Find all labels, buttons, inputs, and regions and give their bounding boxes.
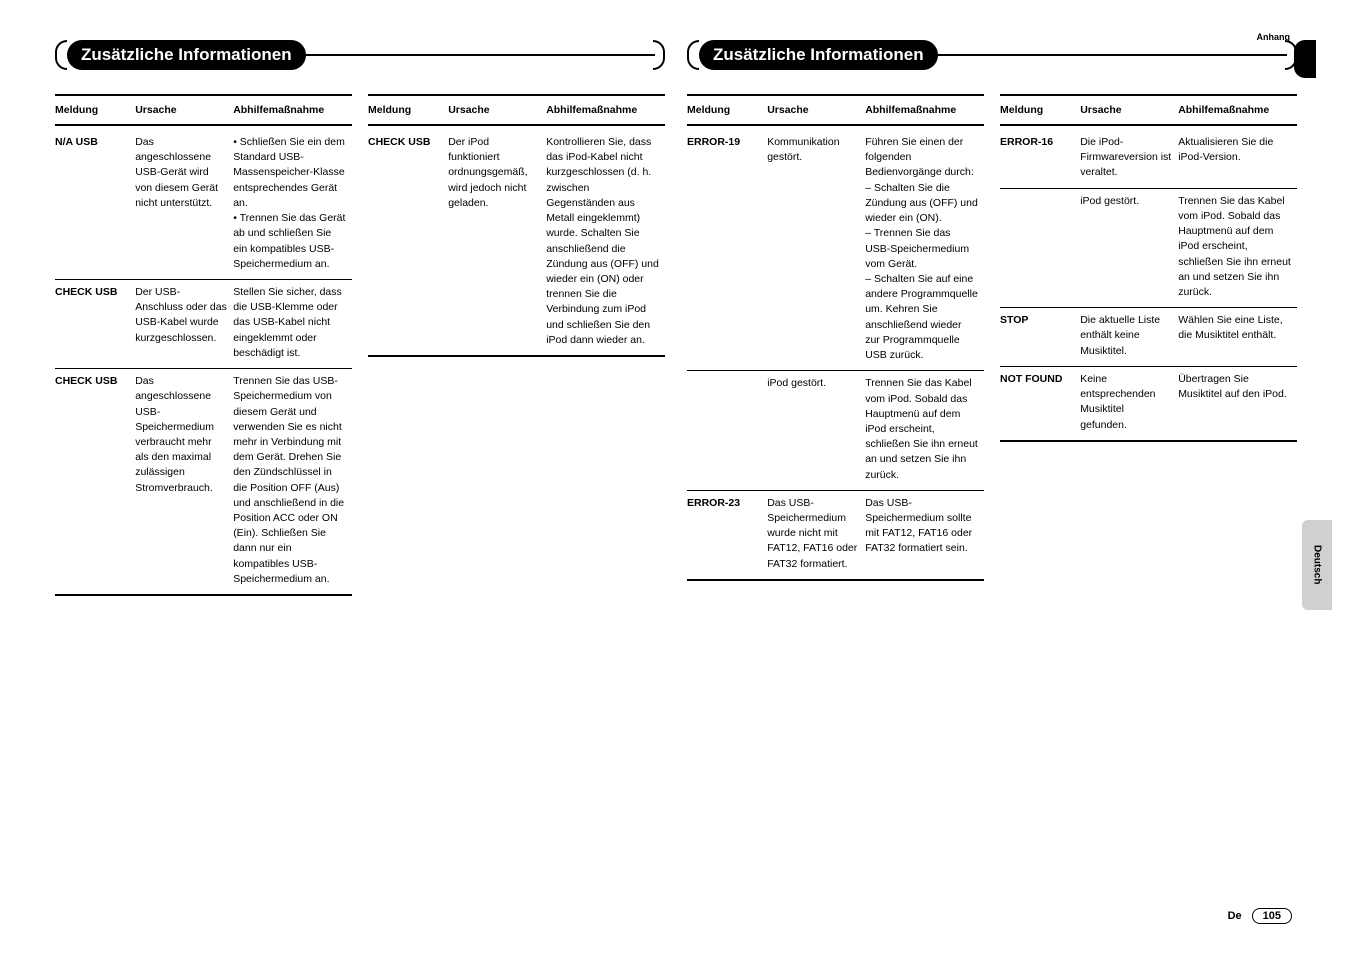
table-header-row: Meldung Ursache Abhilfemaßnahme bbox=[368, 94, 665, 126]
th-cause: Ursache bbox=[448, 104, 546, 116]
cell-message: N/A USB bbox=[55, 135, 135, 272]
table-col-c: Meldung Ursache Abhilfemaßnahme ERROR-19… bbox=[687, 94, 984, 581]
table-row: N/A USBDas angeschlossene USB-Gerät wird… bbox=[55, 130, 352, 280]
cell-cause: Der USB-Anschluss oder das USB-Kabel wur… bbox=[135, 285, 233, 361]
table-row: CHECK USBDer USB-Anschluss oder das USB-… bbox=[55, 280, 352, 369]
table-row: NOT FOUNDKeine entsprechenden Musiktitel… bbox=[1000, 367, 1297, 442]
page-number: 105 bbox=[1252, 908, 1292, 924]
cell-message: NOT FOUND bbox=[1000, 372, 1080, 433]
cell-remedy: Führen Sie einen der folgenden Bedienvor… bbox=[865, 135, 984, 363]
table-header-row: Meldung Ursache Abhilfemaßnahme bbox=[687, 94, 984, 126]
cell-message: ERROR-23 bbox=[687, 496, 767, 572]
cell-message: CHECK USB bbox=[55, 374, 135, 587]
cell-remedy: Trennen Sie das USB-Speichermedium von d… bbox=[233, 374, 352, 587]
two-page-spread: Zusätzliche Informationen Meldung Ursach… bbox=[55, 40, 1297, 596]
table-col-d: Meldung Ursache Abhilfemaßnahme ERROR-16… bbox=[1000, 94, 1297, 581]
section-header-left: Zusätzliche Informationen bbox=[55, 40, 665, 70]
cell-cause: iPod gestört. bbox=[1080, 194, 1178, 301]
cell-message: ERROR-16 bbox=[1000, 135, 1080, 181]
cell-remedy: • Schließen Sie ein dem Standard USB-Mas… bbox=[233, 135, 352, 272]
table-col-a: Meldung Ursache Abhilfemaßnahme N/A USBD… bbox=[55, 94, 352, 596]
th-cause: Ursache bbox=[767, 104, 865, 116]
cell-message: ERROR-19 bbox=[687, 135, 767, 363]
right-page: Zusätzliche Informationen Meldung Ursach… bbox=[687, 40, 1297, 596]
th-remedy: Abhilfemaßnahme bbox=[865, 104, 984, 116]
cell-remedy: Trennen Sie das Kabel vom iPod. Sobald d… bbox=[1178, 194, 1297, 301]
th-remedy: Abhilfemaßnahme bbox=[546, 104, 665, 116]
table-row: ERROR-19Kommunikation gestört.Führen Sie… bbox=[687, 130, 984, 371]
cell-remedy: Stellen Sie sicher, dass die USB-Klemme … bbox=[233, 285, 352, 361]
cell-message: STOP bbox=[1000, 313, 1080, 359]
th-cause: Ursache bbox=[1080, 104, 1178, 116]
cell-cause: Die iPod-Firmwareversion ist veraltet. bbox=[1080, 135, 1178, 181]
cell-remedy: Aktualisieren Sie die iPod-Version. bbox=[1178, 135, 1297, 181]
cell-cause: iPod gestört. bbox=[767, 376, 865, 483]
pill-cap bbox=[55, 40, 67, 70]
th-message: Meldung bbox=[687, 104, 767, 116]
cell-cause: Das angeschlossene USB-Gerät wird von di… bbox=[135, 135, 233, 272]
table-row: ERROR-16Die iPod-Firmwareversion ist ver… bbox=[1000, 130, 1297, 189]
header-line bbox=[304, 54, 655, 56]
th-message: Meldung bbox=[1000, 104, 1080, 116]
cell-cause: Das USB-Speichermedium wurde nicht mit F… bbox=[767, 496, 865, 572]
cell-message: CHECK USB bbox=[368, 135, 448, 348]
header-title-left: Zusätzliche Informationen bbox=[67, 40, 306, 70]
page-footer: De 105 bbox=[1228, 908, 1292, 924]
cell-remedy: Das USB-Speichermedium sollte mit FAT12,… bbox=[865, 496, 984, 572]
header-title-right: Zusätzliche Informationen bbox=[699, 40, 938, 70]
corner-tab bbox=[1294, 40, 1316, 78]
cell-remedy: Übertragen Sie Musiktitel auf den iPod. bbox=[1178, 372, 1297, 433]
cell-remedy: Trennen Sie das Kabel vom iPod. Sobald d… bbox=[865, 376, 984, 483]
th-message: Meldung bbox=[368, 104, 448, 116]
table-row: CHECK USBDas angeschlossene USB-Speicher… bbox=[55, 369, 352, 596]
table-row: ERROR-23Das USB-Speichermedium wurde nic… bbox=[687, 491, 984, 581]
appendix-label: Anhang bbox=[1257, 32, 1291, 42]
language-tab: Deutsch bbox=[1302, 520, 1332, 610]
header-line bbox=[936, 54, 1287, 56]
th-message: Meldung bbox=[55, 104, 135, 116]
cell-cause: Der iPod funktioniert ordnungsgemäß, wir… bbox=[448, 135, 546, 348]
cell-message bbox=[687, 376, 767, 483]
th-cause: Ursache bbox=[135, 104, 233, 116]
cell-message bbox=[1000, 194, 1080, 301]
table-row: CHECK USBDer iPod funktioniert ordnungsg… bbox=[368, 130, 665, 357]
left-page: Zusätzliche Informationen Meldung Ursach… bbox=[55, 40, 665, 596]
th-remedy: Abhilfemaßnahme bbox=[1178, 104, 1297, 116]
th-remedy: Abhilfemaßnahme bbox=[233, 104, 352, 116]
cell-cause: Die aktuelle Liste enthält keine Musikti… bbox=[1080, 313, 1178, 359]
cell-cause: Keine entsprechenden Musiktitel gefunden… bbox=[1080, 372, 1178, 433]
pill-cap bbox=[687, 40, 699, 70]
table-row: iPod gestört.Trennen Sie das Kabel vom i… bbox=[1000, 189, 1297, 309]
cell-remedy: Wählen Sie eine Liste, die Musiktitel en… bbox=[1178, 313, 1297, 359]
language-label: Deutsch bbox=[1312, 545, 1323, 584]
section-header-right: Zusätzliche Informationen bbox=[687, 40, 1297, 70]
table-col-b: Meldung Ursache Abhilfemaßnahme CHECK US… bbox=[368, 94, 665, 596]
pill-cap bbox=[653, 40, 665, 70]
table-row: STOPDie aktuelle Liste enthält keine Mus… bbox=[1000, 308, 1297, 367]
table-row: iPod gestört.Trennen Sie das Kabel vom i… bbox=[687, 371, 984, 491]
cell-cause: Kommunikation gestört. bbox=[767, 135, 865, 363]
table-header-row: Meldung Ursache Abhilfemaßnahme bbox=[1000, 94, 1297, 126]
table-header-row: Meldung Ursache Abhilfemaßnahme bbox=[55, 94, 352, 126]
footer-lang-code: De bbox=[1228, 910, 1242, 922]
cell-cause: Das angeschlossene USB-Speichermedium ve… bbox=[135, 374, 233, 587]
cell-message: CHECK USB bbox=[55, 285, 135, 361]
cell-remedy: Kontrollieren Sie, dass das iPod-Kabel n… bbox=[546, 135, 665, 348]
